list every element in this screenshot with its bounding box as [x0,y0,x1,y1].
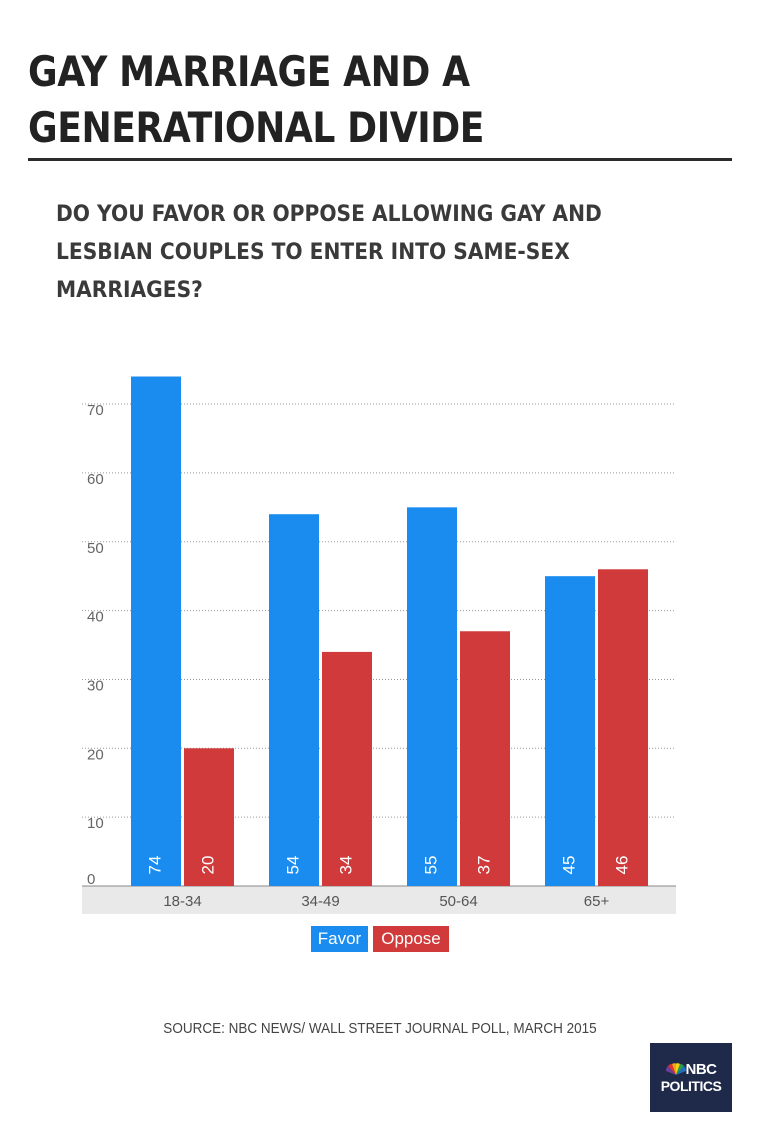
x-tick-label-65+: 65+ [584,893,610,910]
source-note: SOURCE: NBC NEWS/ WALL STREET JOURNAL PO… [163,1020,597,1037]
bar-oppose-34-49 [322,651,372,886]
legend-label-favor: Favor [318,929,362,948]
x-tick-label-18-34: 18-34 [163,893,201,910]
legend-swatch-oppose [373,926,449,952]
bar-favor-50-64 [407,507,457,886]
data-label-oppose-18-34: 20 [198,856,217,875]
data-label-oppose-34-49: 34 [336,856,355,875]
logo-top-row: NBC [665,1060,718,1078]
legend-swatch-favor [311,926,368,952]
bar-favor-65+ [545,576,595,886]
bar-chart: 0 10 20 30 40 50 60 70 74 20 18-34 54 34 34-49 55 37 50-… [82,376,676,952]
title-line-2: GENERATIONAL DIVIDE [28,103,485,152]
poll-question: DO YOU FAVOR OR OPPOSE ALLOWING GAY AND … [56,196,626,310]
question-line-1: DO YOU FAVOR OR OPPOSE ALLOWING GAY AND [56,202,602,227]
peacock-icon [665,1063,686,1075]
nbc-politics-logo: NBC POLITICS [650,1043,732,1112]
bar-oppose-18-34 [184,748,234,886]
y-tick-label-0: 0 [87,871,95,888]
question-line-3: MARRIAGES? [56,278,203,303]
data-label-favor-50-64: 55 [421,856,440,875]
bar-oppose-65+ [598,569,648,886]
title-divider [28,158,732,161]
y-tick-label-30: 30 [87,677,104,694]
x-axis-band [82,886,676,914]
y-tick-label-70: 70 [87,402,104,419]
logo-nbc-text: NBC [685,1060,718,1078]
title-line-1: GAY MARRIAGE AND A [28,47,470,96]
bar-oppose-50-64 [460,631,510,886]
y-tick-label-20: 20 [87,746,104,763]
data-label-favor-34-49: 54 [283,856,302,875]
data-label-favor-18-34: 74 [145,856,164,875]
y-tick-label-60: 60 [87,471,104,488]
y-tick-label-40: 40 [87,609,104,626]
bar-favor-18-34 [131,376,181,886]
data-label-favor-65+: 45 [559,856,578,875]
data-label-oppose-50-64: 37 [474,856,493,875]
legend-label-oppose: Oppose [381,929,441,948]
y-tick-label-50: 50 [87,540,104,557]
bar-favor-34-49 [269,514,319,886]
chart-title: GAY MARRIAGE AND A GENERATIONAL DIVIDE [28,44,630,156]
x-tick-label-50-64: 50-64 [439,893,477,910]
x-tick-label-34-49: 34-49 [301,893,339,910]
question-line-2: LESBIAN COUPLES TO ENTER INTO SAME-SEX [56,240,570,265]
logo-politics-text: POLITICS [660,1077,722,1094]
y-tick-label-10: 10 [87,815,104,832]
data-label-oppose-65+: 46 [612,856,631,875]
